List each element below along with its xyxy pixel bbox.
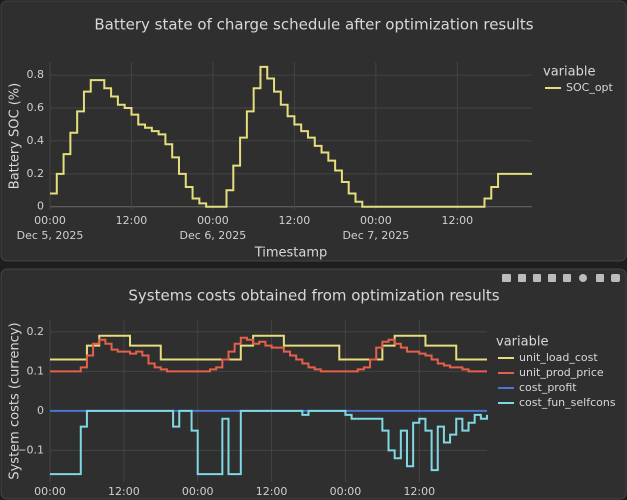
modebar-button[interactable] <box>533 274 541 282</box>
x-tick-label: 12:00 <box>116 214 148 227</box>
x-tick-label: 12:00 <box>108 485 140 498</box>
modebar-button[interactable] <box>502 274 511 282</box>
x-tick-label: 00:00 <box>360 214 392 227</box>
legend-label: cost_profit <box>519 381 577 394</box>
panel <box>0 268 627 500</box>
y-tick-label: 0.8 <box>27 68 45 81</box>
modebar-button[interactable] <box>548 274 556 282</box>
x-tick-label: 12:00 <box>441 214 473 227</box>
modebar-button[interactable] <box>579 274 587 282</box>
x-tick-label: Dec 7, 2025 <box>342 229 409 242</box>
series-line <box>50 334 487 361</box>
y-tick-label: 0 <box>37 200 44 213</box>
y-tick-label: 0.2 <box>27 325 45 338</box>
y-axis-title: Battery SOC (%) <box>8 83 23 189</box>
panel <box>0 0 627 262</box>
y-axis-title: System costs (currency) <box>8 322 23 479</box>
modebar <box>502 274 620 282</box>
x-tick-label: 00:00 <box>197 214 229 227</box>
y-tick-label: 0.4 <box>27 134 45 147</box>
x-tick-label: 00:00 <box>182 485 214 498</box>
chart-title: Systems costs obtained from optimization… <box>128 287 499 305</box>
x-tick-label: 00:00 <box>34 214 66 227</box>
legend-title: variable <box>543 65 595 80</box>
x-tick-label: Dec 6, 2025 <box>180 229 247 242</box>
y-tick-label: 0.6 <box>27 101 45 114</box>
x-axis-title: Timestamp <box>254 246 328 261</box>
y-tick-label: 0 <box>37 404 44 417</box>
series-line <box>50 65 532 208</box>
legend-label: unit_prod_price <box>519 366 604 379</box>
x-tick-label: 12:00 <box>279 214 311 227</box>
y-tick-label: 0.1 <box>27 364 45 377</box>
x-tick-label: 12:00 <box>256 485 288 498</box>
x-tick-label: 00:00 <box>34 485 66 498</box>
series-line <box>50 409 488 476</box>
x-tick-label: 12:00 <box>403 485 435 498</box>
y-tick-label: −0.1 <box>17 443 44 456</box>
modebar-button[interactable] <box>518 274 526 282</box>
x-tick-label: Dec 5, 2025 <box>17 229 84 242</box>
legend-label: cost_fun_selfcons <box>519 396 616 409</box>
series-line <box>50 336 487 373</box>
legend-title: variable <box>496 335 548 350</box>
x-tick-label: 00:00 <box>330 485 362 498</box>
modebar-button[interactable] <box>596 274 604 282</box>
modebar-button[interactable] <box>563 274 571 282</box>
legend-label: unit_load_cost <box>519 351 598 364</box>
modebar-button[interactable] <box>611 274 620 282</box>
y-tick-label: 0.2 <box>27 167 45 180</box>
legend-label: SOC_opt <box>566 81 614 94</box>
chart-title: Battery state of charge schedule after o… <box>94 16 533 34</box>
